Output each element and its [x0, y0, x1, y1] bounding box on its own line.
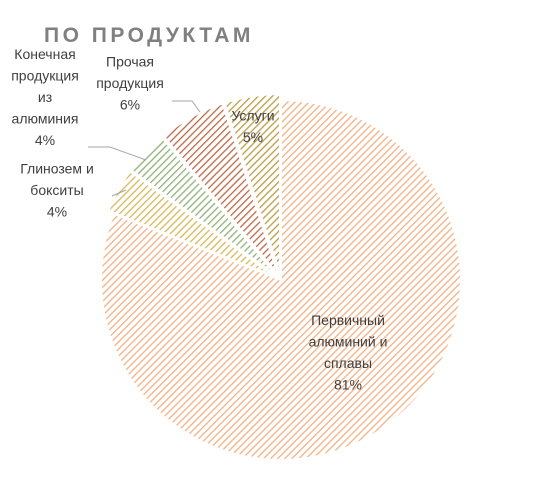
data-label: Услуги 5% [231, 107, 274, 145]
chart-title: ПО ПРОДУКТАМ [44, 24, 254, 47]
leader-line [88, 146, 147, 161]
pie-slice [161, 102, 280, 276]
data-labels: Первичный алюминий и сплавы 81% Глинозем и бо… [11, 46, 387, 392]
leader-line [172, 100, 201, 113]
data-label: Первичный алюминий и сплавы 81% [309, 312, 388, 393]
pie-slices [100, 93, 462, 461]
leader-lines [88, 100, 201, 197]
data-label: Конечная продукция из алюминия 4% [11, 46, 79, 148]
pie-slice [100, 98, 462, 461]
pie-slice [129, 135, 278, 277]
data-label: Прочая продукция 6% [96, 54, 164, 113]
pie-slice [223, 93, 282, 275]
leader-line [111, 189, 127, 197]
data-label: Глинозем и бокситы 4% [20, 161, 94, 220]
pie-slice [107, 169, 277, 279]
